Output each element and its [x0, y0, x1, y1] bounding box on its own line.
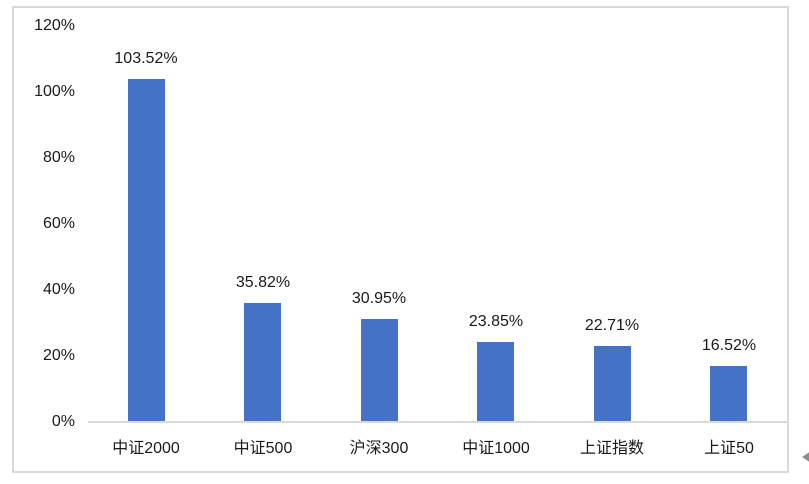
x-axis-category-label: 中证500 [233, 440, 293, 457]
x-axis-category-label: 中证1000 [462, 440, 530, 457]
bar [477, 342, 514, 421]
bar-data-label: 22.71% [584, 317, 640, 334]
y-axis-tick-label: 120% [34, 17, 75, 34]
bar-data-label: 103.52% [114, 50, 178, 67]
bar-data-label: 23.85% [468, 313, 524, 330]
x-axis-category-label: 沪深300 [349, 440, 409, 457]
left-arrowhead-icon [802, 451, 809, 463]
y-axis-tick-label: 80% [42, 149, 75, 166]
bar [594, 346, 631, 421]
y-axis-tick-label: 20% [42, 347, 75, 364]
x-axis-category-label: 上证指数 [579, 440, 644, 457]
y-axis-tick-label: 60% [42, 215, 75, 232]
bar [361, 319, 398, 421]
x-axis-category-label: 上证50 [704, 440, 754, 457]
bar-data-label: 16.52% [701, 337, 757, 354]
bar [244, 303, 281, 421]
x-axis-category-label: 中证2000 [112, 440, 180, 457]
bar [128, 79, 165, 421]
y-axis-tick-label: 0% [51, 413, 75, 430]
bar-data-label: 35.82% [235, 274, 291, 291]
y-axis-tick-label: 40% [42, 281, 75, 298]
bar-data-label: 30.95% [351, 290, 407, 307]
x-axis-line [88, 421, 787, 423]
y-axis-tick-label: 100% [34, 83, 75, 100]
bar [710, 366, 747, 421]
